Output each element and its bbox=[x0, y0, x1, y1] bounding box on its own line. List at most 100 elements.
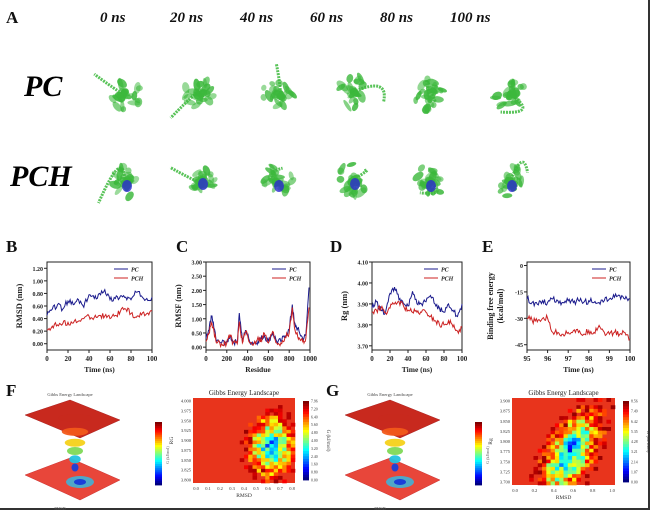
f-3d-colorbar-segment bbox=[155, 424, 162, 427]
f-2d-cell bbox=[273, 458, 279, 463]
pch-structure-5 bbox=[497, 160, 530, 199]
pc-structure-4 bbox=[413, 75, 448, 114]
g-3d-title: Gibbs Energy Landscape bbox=[367, 392, 412, 397]
g-2d-cell bbox=[602, 441, 607, 446]
f-2d-colorbar-segment bbox=[303, 408, 309, 412]
g-2d-cell bbox=[580, 412, 586, 417]
f-2d-cell bbox=[256, 465, 262, 470]
f-2d-colorbar-segment bbox=[303, 419, 309, 423]
g-2d-cell bbox=[597, 441, 603, 446]
g-2d-cell bbox=[559, 477, 564, 482]
f-2d-cell bbox=[282, 440, 287, 445]
f-2d-cell bbox=[278, 415, 283, 420]
chart-c-legend-label: PC bbox=[289, 268, 298, 274]
f-3d-title: Gibbs Energy Landscape bbox=[47, 392, 92, 397]
g-2d-cell bbox=[567, 408, 573, 413]
g-2d-ytick-label: 3.775 bbox=[500, 449, 511, 454]
f-2d-xtick-label: 0.8 bbox=[289, 486, 295, 491]
g-2d-cell bbox=[572, 463, 577, 468]
f-2d-cell bbox=[252, 475, 258, 480]
f-2d-cell bbox=[248, 458, 253, 463]
f-2d-cell bbox=[265, 447, 270, 452]
f-2d-cell bbox=[261, 433, 266, 438]
f-2d-cell bbox=[265, 412, 270, 417]
chart-b-legend-label: PC bbox=[131, 268, 140, 274]
f-3d-funnel-layer bbox=[64, 438, 86, 447]
f-2d-cell bbox=[265, 436, 270, 441]
f-2d-ytick-label: 3.925 bbox=[181, 428, 192, 433]
f-2d-cell bbox=[248, 451, 253, 455]
g-2d-colorbar-segment bbox=[623, 419, 629, 423]
f-2d-cell bbox=[265, 475, 270, 480]
g-2d-cell bbox=[584, 423, 590, 428]
g-2d-ytick-label: 3.800 bbox=[500, 439, 511, 444]
g-3d-funnel-layer bbox=[384, 438, 406, 447]
f-2d-cell bbox=[269, 458, 275, 463]
chart-c-ytick-label: 1.50 bbox=[192, 303, 203, 309]
f-2d-cell bbox=[273, 440, 279, 445]
g-2d-cell bbox=[580, 445, 586, 450]
f-2d-cell bbox=[265, 433, 270, 438]
g-2d-cell bbox=[546, 481, 551, 486]
g-2d-cell bbox=[567, 470, 573, 475]
f-2d-cell bbox=[256, 447, 262, 452]
g-3d-colorbar-segment bbox=[475, 480, 482, 484]
f-2d-cell bbox=[273, 479, 279, 484]
g-2d-cell bbox=[554, 441, 560, 446]
g-2d-colorbar-segment bbox=[623, 436, 629, 440]
g-2d-colorbar-segment bbox=[623, 406, 629, 410]
f-2d-xtick-label: 0.5 bbox=[253, 486, 259, 491]
g-2d-cell bbox=[572, 456, 577, 460]
f-3d-colorbar-segment bbox=[155, 480, 162, 484]
g-2d-cell bbox=[593, 405, 599, 410]
g-2d-cell bbox=[542, 481, 547, 486]
g-2d-cell bbox=[576, 430, 581, 435]
f-3d-funnel-layer bbox=[58, 414, 92, 422]
g-3d-colorbar-segment bbox=[475, 434, 482, 438]
f-3d-colorbar-segment bbox=[155, 453, 162, 456]
g-3d-colorbar-segment bbox=[475, 457, 482, 461]
f-2d-cell bbox=[278, 408, 283, 413]
f-2d-cell bbox=[252, 461, 258, 466]
chart-e-ytick-label: 0 bbox=[520, 264, 523, 270]
chart-e-xtick-label: 100 bbox=[625, 355, 636, 363]
f-2d-cell bbox=[244, 447, 249, 452]
g-2d-cell bbox=[606, 427, 612, 431]
g-2d-cell bbox=[589, 434, 594, 439]
g-2d-cell bbox=[559, 466, 564, 471]
chart-e-xtick-label: 99 bbox=[606, 355, 614, 363]
chart-b-series-pch bbox=[46, 306, 153, 332]
time-label: 80 ns bbox=[380, 10, 413, 26]
g-2d-cell bbox=[602, 437, 607, 442]
f-2d-cell bbox=[252, 454, 258, 459]
g-2d-colorbar-segment bbox=[623, 417, 629, 421]
panel-label-e: E bbox=[482, 237, 494, 256]
g-2d-colorbar-label: G (kJ/mol) bbox=[645, 431, 650, 453]
g-3d-colorbar-segment bbox=[475, 424, 482, 427]
f-2d-cell bbox=[278, 468, 283, 473]
f-2d-cell bbox=[256, 451, 262, 455]
g-2d-colorbar-tick: 3.21 bbox=[631, 450, 638, 454]
g-2d-cell bbox=[563, 445, 569, 450]
g-2d-cell bbox=[572, 448, 577, 453]
chart-e-series-pc bbox=[526, 292, 631, 308]
g-2d-cell bbox=[580, 423, 586, 428]
g-2d-colorbar-segment bbox=[623, 473, 629, 477]
g-2d-xtick-label: 0.6 bbox=[570, 488, 576, 493]
g-2d-cell bbox=[580, 427, 586, 431]
g-2d-cell bbox=[554, 452, 560, 457]
g-3d-xlabel: RMSD bbox=[374, 506, 385, 510]
f-2d-colorbar-segment bbox=[303, 477, 309, 481]
g-2d-colorbar-segment bbox=[623, 401, 629, 405]
f-2d-colorbar-tick: 0.80 bbox=[311, 471, 318, 475]
g-2d-cell bbox=[567, 445, 573, 450]
f-2d-cell bbox=[252, 465, 258, 470]
row-label-pc: PC bbox=[24, 70, 63, 103]
f-2d-cell bbox=[256, 444, 262, 448]
g-3d-colorbar-segment bbox=[475, 449, 482, 452]
g-3d-funnel-layer bbox=[387, 447, 403, 455]
g-3d-colorbar-segment bbox=[475, 464, 482, 467]
g-2d-cell bbox=[537, 481, 543, 486]
g-2d-cell bbox=[602, 408, 607, 413]
